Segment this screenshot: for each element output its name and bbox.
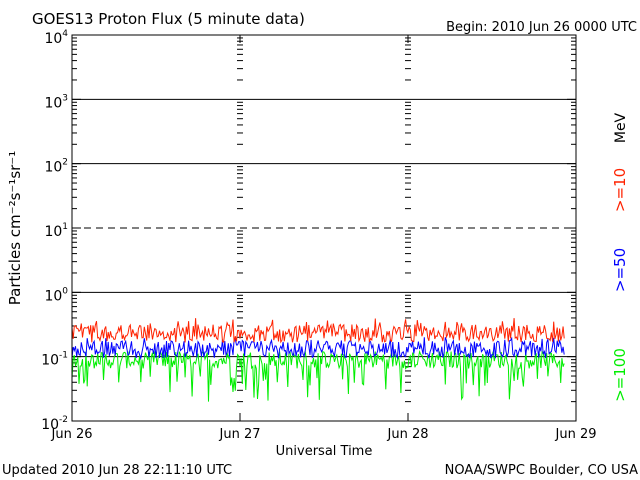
legend: >=10 >=50 >=100 MeV <box>611 112 629 401</box>
credit-label: NOAA/SWPC Boulder, CO USA <box>445 463 638 478</box>
legend-label-1: >=10 <box>611 168 629 212</box>
legend-label-3: >=100 <box>611 348 629 402</box>
y-tick-label: 10-2 <box>41 415 68 433</box>
updated-timestamp: Updated 2010 Jun 28 22:11:10 UTC <box>2 463 232 478</box>
series-line-3 <box>71 349 565 402</box>
y-axis-label: Particles cm⁻²s⁻¹sr⁻¹ <box>6 151 24 305</box>
x-tick-label: Jun 28 <box>387 427 429 442</box>
day-tick-marks <box>72 35 576 422</box>
series-group <box>71 318 565 402</box>
y-tick-label: 100 <box>44 286 68 304</box>
y-tick-label: 101 <box>44 222 68 240</box>
y-tick-label: 102 <box>44 158 68 176</box>
y-axis: 10-2 10-1 100 101 102 103 104 <box>41 29 68 433</box>
x-axis-label: Universal Time <box>276 444 373 459</box>
begin-label: Begin: 2010 Jun 26 0000 UTC <box>446 20 637 35</box>
y-tick-label: 103 <box>44 93 68 111</box>
x-axis: Jun 26 Jun 27 Jun 28 Jun 29 <box>51 427 597 442</box>
x-tick-label: Jun 29 <box>555 427 597 442</box>
x-tick-label: Jun 27 <box>219 427 261 442</box>
y-tick-label: 10-1 <box>41 351 68 369</box>
y-tick-label: 104 <box>44 29 68 47</box>
series-line-1 <box>71 318 565 344</box>
plot-frame <box>71 34 577 422</box>
legend-label-2: >=50 <box>611 248 629 292</box>
series-line-2 <box>71 336 565 361</box>
grid-lines <box>72 98 576 358</box>
legend-unit-label: MeV <box>613 112 629 143</box>
chart-title: GOES13 Proton Flux (5 minute data) <box>32 10 305 28</box>
x-tick-label: Jun 26 <box>51 427 93 442</box>
